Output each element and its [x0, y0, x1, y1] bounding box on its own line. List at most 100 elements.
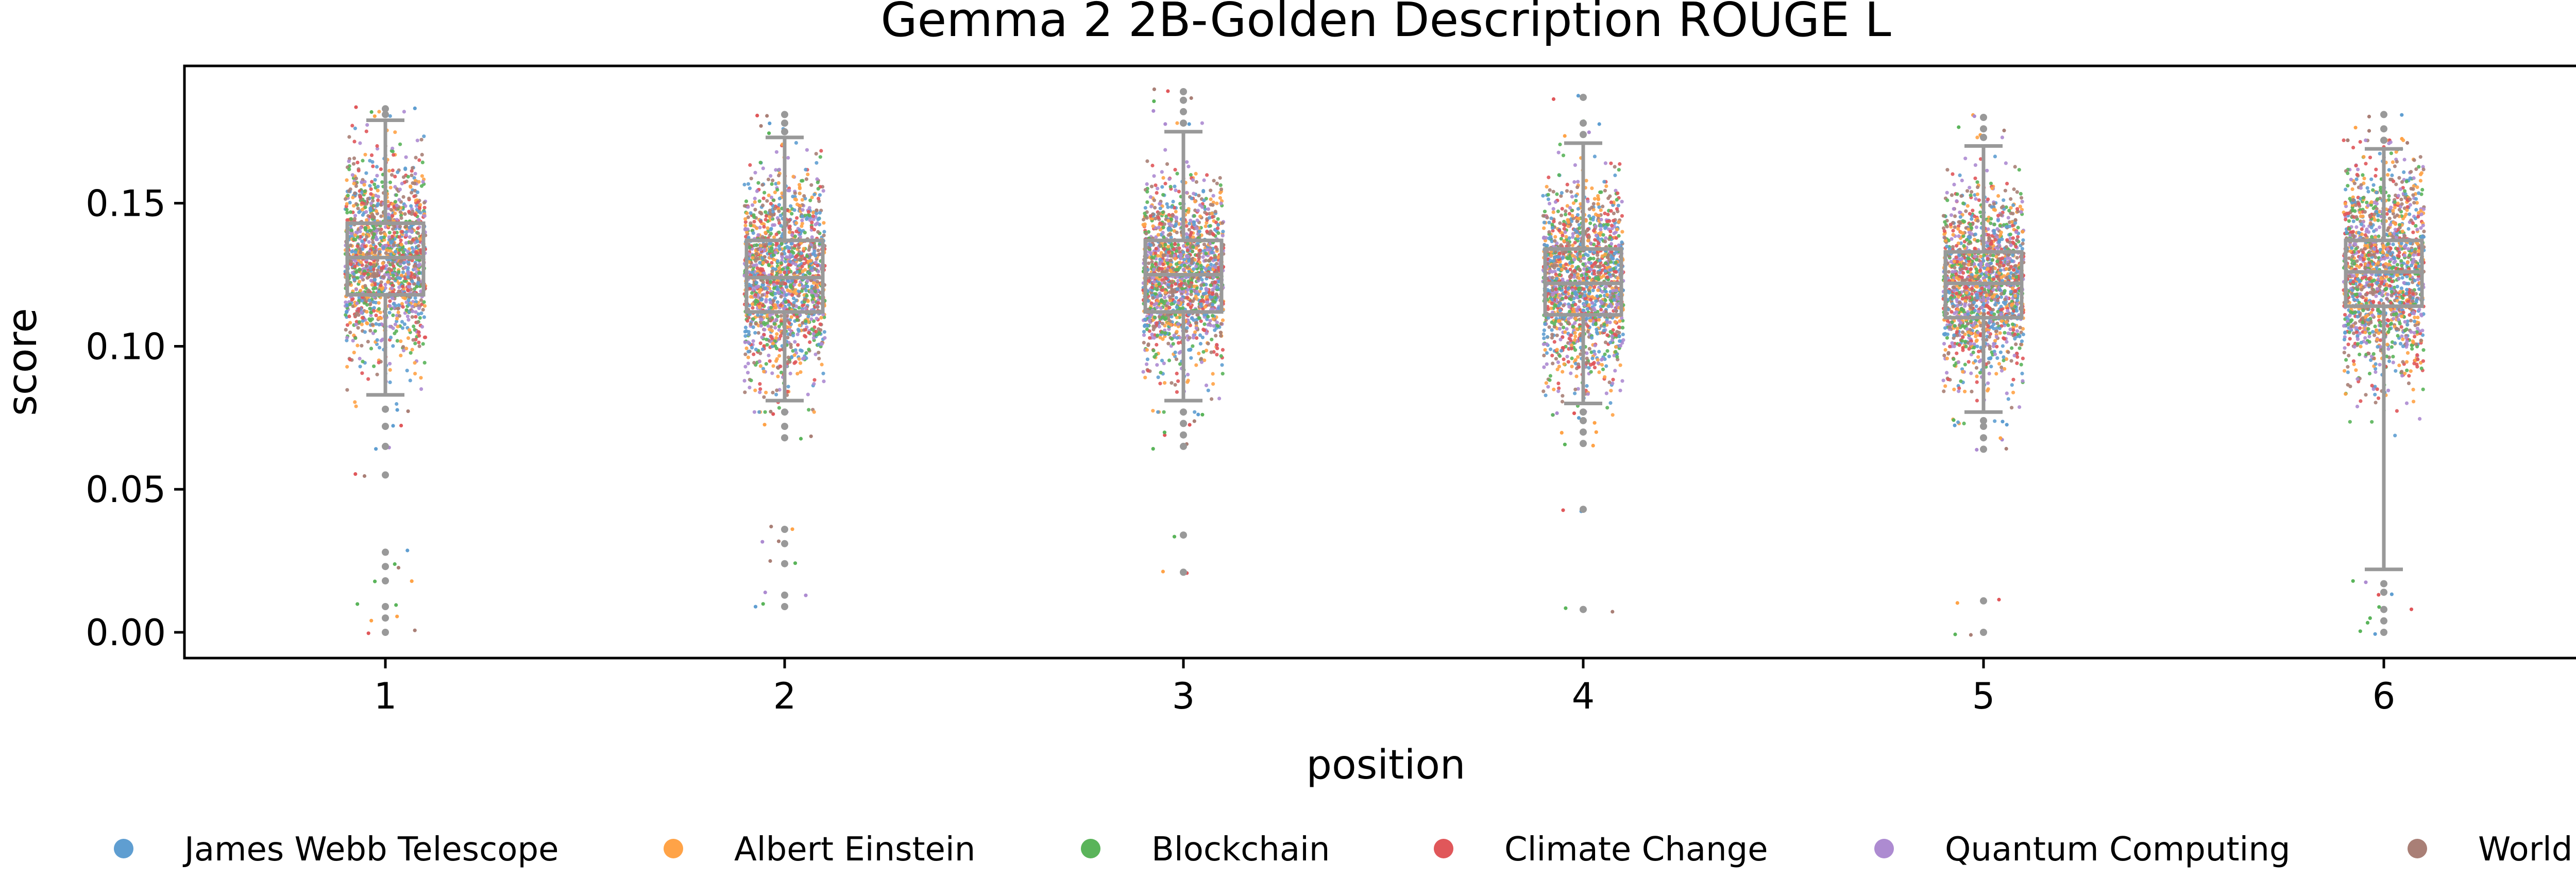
strip-point — [414, 315, 418, 319]
strip-point — [1178, 261, 1182, 265]
strip-point — [344, 327, 348, 332]
strip-point — [775, 347, 779, 351]
strip-point — [804, 593, 808, 597]
strip-point — [1202, 322, 1207, 326]
strip-point — [774, 232, 778, 236]
strip-point — [1620, 379, 1624, 383]
strip-point — [344, 197, 348, 201]
strip-point — [1215, 226, 1220, 230]
strip-point — [779, 295, 783, 299]
strip-point — [796, 289, 801, 294]
strip-point — [788, 253, 792, 257]
strip-point — [397, 314, 402, 318]
strip-point — [1183, 282, 1188, 286]
strip-point — [759, 317, 763, 321]
strip-point — [369, 187, 373, 191]
strip-point — [387, 310, 392, 315]
strip-point — [349, 243, 353, 248]
strip-point — [395, 317, 399, 321]
strip-point — [1170, 205, 1174, 209]
strip-point — [804, 327, 808, 332]
strip-point — [1161, 570, 1165, 574]
strip-point — [422, 360, 427, 365]
strip-point — [1155, 342, 1159, 347]
strip-point — [1199, 357, 1204, 361]
strip-point — [793, 244, 797, 248]
strip-point — [1195, 289, 1199, 294]
strip-point — [1155, 301, 1159, 306]
strip-point — [365, 276, 369, 280]
strip-point — [766, 324, 770, 328]
strip-point — [1151, 109, 1156, 113]
strip-point — [1573, 334, 1578, 339]
strip-point — [364, 226, 368, 230]
strip-point — [360, 239, 364, 244]
strip-point — [1167, 177, 1172, 181]
strip-point — [770, 246, 774, 250]
strip-point — [377, 301, 381, 305]
strip-point — [1169, 258, 1173, 263]
strip-point — [822, 330, 826, 334]
strip-point — [375, 203, 380, 208]
strip-point — [771, 390, 775, 395]
strip-point — [1191, 178, 1195, 182]
strip-point — [369, 618, 374, 623]
strip-point — [1170, 217, 1174, 221]
strip-point — [748, 163, 752, 167]
strip-point — [1149, 184, 1154, 188]
strip-point — [375, 229, 379, 233]
strip-point — [411, 309, 415, 314]
strip-point — [1192, 192, 1196, 196]
strip-point — [760, 303, 765, 307]
strip-point — [388, 380, 392, 385]
strip-point — [392, 243, 396, 247]
strip-point — [1575, 185, 1580, 189]
strip-point — [355, 276, 360, 280]
strip-point — [400, 181, 404, 186]
strip-point — [413, 275, 417, 280]
strip-point — [391, 424, 395, 428]
strip-point — [783, 260, 788, 264]
strip-point — [1171, 342, 1175, 346]
strip-point — [765, 114, 769, 118]
strip-point — [802, 284, 806, 289]
strip-point — [811, 294, 816, 298]
strip-point — [784, 285, 788, 289]
strip-point — [388, 304, 392, 308]
strip-point — [1168, 227, 1172, 231]
strip-point — [417, 210, 421, 214]
strip-point — [1195, 227, 1199, 231]
strip-point — [391, 168, 395, 172]
strip-point — [1168, 296, 1172, 300]
strip-point — [408, 226, 412, 230]
strip-point — [347, 167, 351, 171]
strip-point — [1191, 245, 1195, 249]
strip-point — [774, 250, 778, 254]
strip-point — [407, 303, 411, 307]
strip-point — [366, 197, 370, 201]
strip-point — [1573, 163, 1577, 167]
strip-point — [764, 390, 768, 394]
strip-point — [371, 309, 376, 313]
strip-point — [767, 263, 771, 267]
strip-point — [814, 254, 818, 258]
strip-point — [409, 185, 413, 189]
strip-point — [422, 214, 427, 218]
strip-point — [1148, 214, 1153, 218]
strip-point — [1210, 250, 1214, 254]
strip-point — [410, 191, 414, 195]
strip-point — [352, 351, 356, 355]
strip-point — [374, 447, 378, 451]
strip-point — [404, 308, 409, 312]
strip-point — [803, 297, 807, 302]
strip-point — [391, 149, 395, 153]
strip-point — [1178, 283, 1182, 287]
strip-point — [777, 174, 781, 178]
strip-point — [1188, 423, 1192, 427]
strip-point — [1190, 258, 1194, 263]
strip-point — [1213, 265, 1217, 269]
strip-point — [372, 306, 376, 310]
strip-point — [789, 204, 793, 208]
strip-point — [802, 262, 806, 266]
strip-point — [1175, 171, 1179, 176]
